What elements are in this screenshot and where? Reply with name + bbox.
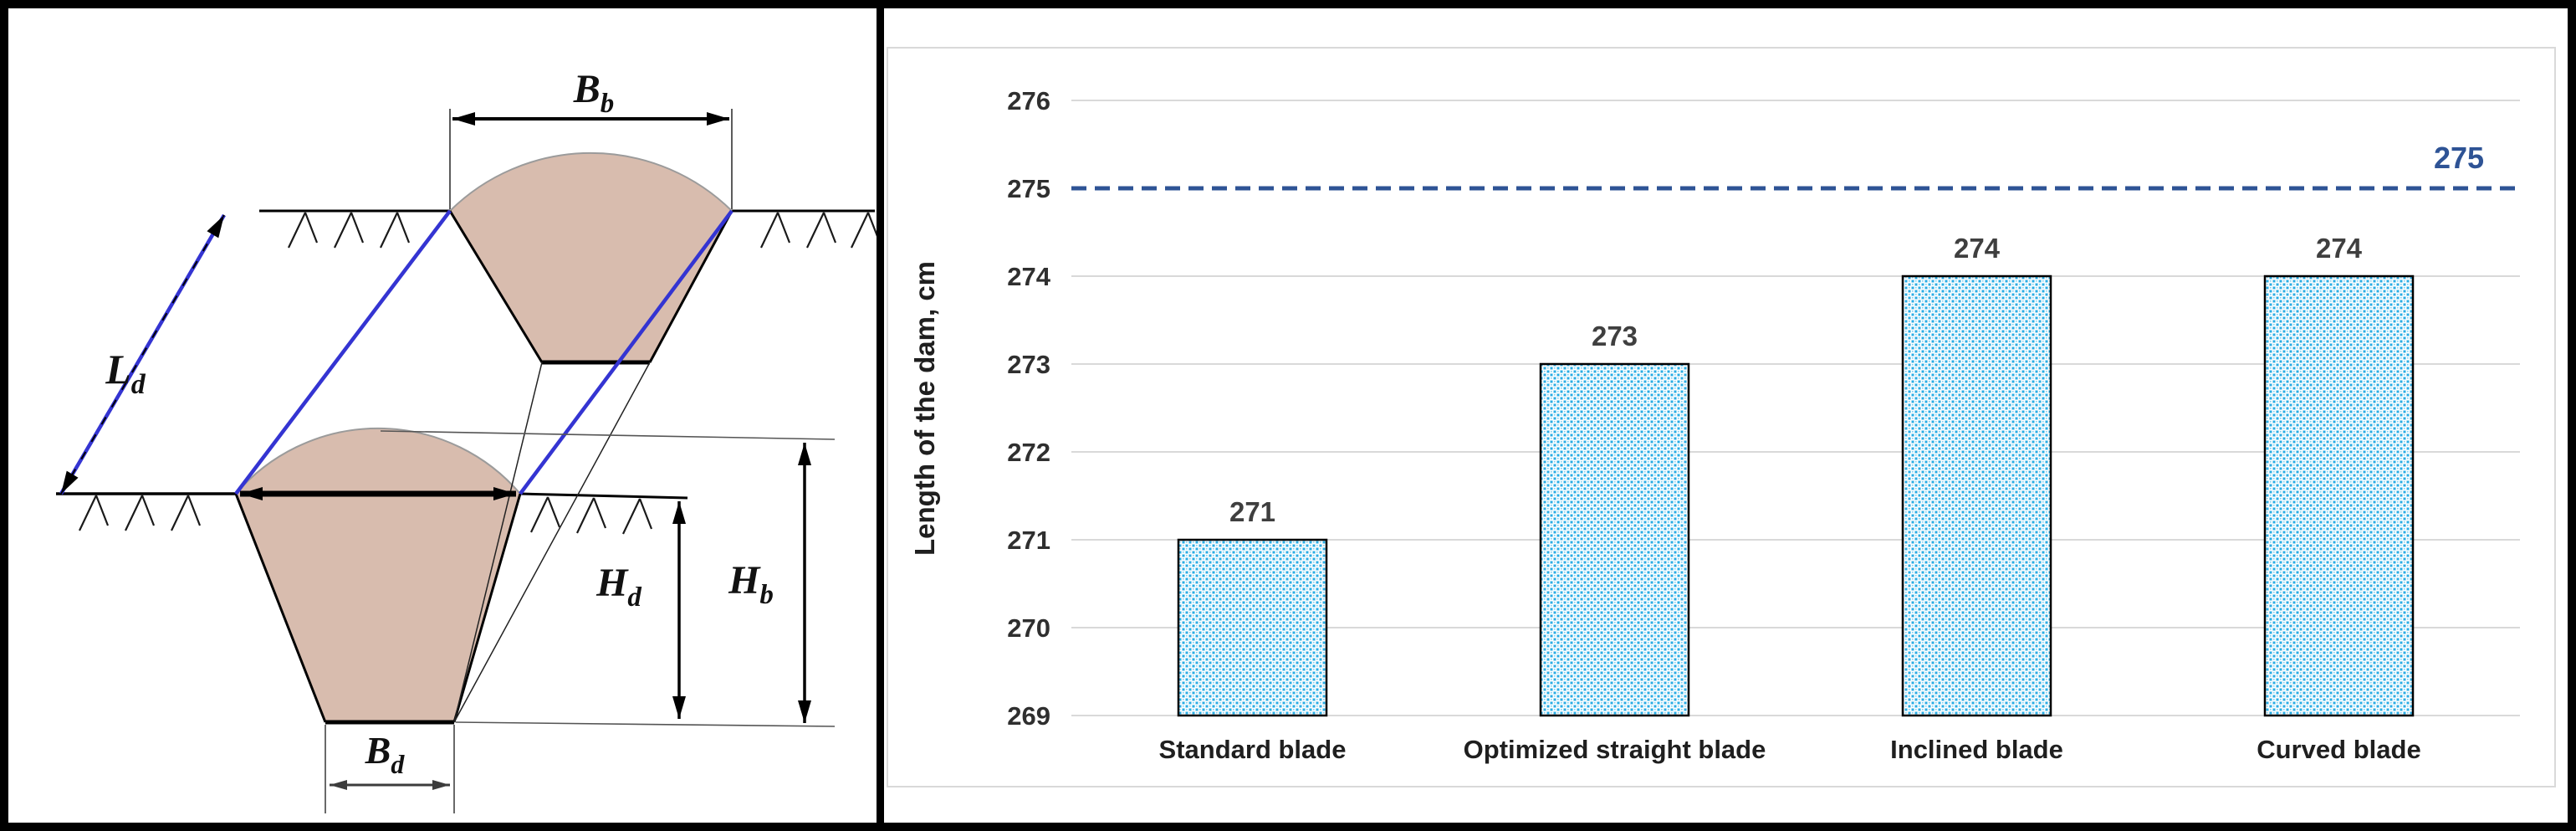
hd-label: Hd [595,561,641,613]
y-tick-label: 269 [1007,701,1050,731]
dam-cross-section-back [450,152,732,362]
bottom-reference-line [455,721,836,727]
crest-top-reference-line [380,430,836,440]
dam-crest-edge-right [519,209,733,495]
bd-label: Bd [365,729,406,779]
dam-cross-section-front [236,428,520,722]
dam-diagram-svg: Bb Ld Hd Hb Bd [56,67,877,813]
dam-sides-back [448,210,733,363]
dam-crest-arc-back [449,151,733,212]
soil-hatch-front-left [79,495,202,531]
chart-border [887,47,2556,787]
bar [2263,274,2415,717]
dam-crest-arc-front [235,427,521,495]
y-tick-label: 270 [1007,613,1050,643]
dam-length-dimension-dashes [60,214,225,495]
bar-chart-svg: 269 270 271 272 273 274 275 276 Length of the da… [887,47,2556,787]
category-label: Inclined blade [1890,735,2063,764]
dam-sides-front [234,493,522,723]
ground-line-front-right [519,492,688,500]
dam-diagram-panel: Bb Ld Hd Hb Bd [8,8,884,823]
category-label: Standard blade [1159,735,1347,764]
bar [1539,362,1690,717]
y-tick-label: 276 [1007,86,1050,115]
bd-extension-lines [325,725,455,813]
hb-label: Hb [728,558,774,610]
soil-hatch-back-right [760,212,877,249]
bar-value-label: 274 [2316,233,2363,264]
y-tick-label: 272 [1007,438,1050,467]
y-axis-title: Length of the dam, cm [909,261,940,556]
soil-hatch-back-left [288,212,411,249]
bb-label: Bb [573,67,615,119]
dam-bottom-edge-connectors [453,362,651,723]
bar-value-label: 273 [1592,321,1638,351]
y-tick-label: 274 [1007,262,1050,291]
soil-hatch-front-right [530,496,653,535]
category-label: Optimized straight blade [1464,735,1766,764]
bar [1177,538,1328,717]
bar-value-label: 271 [1229,496,1275,527]
y-tick-label: 273 [1007,350,1050,379]
category-label: Curved blade [2257,735,2420,764]
bb-extension-lines [449,109,733,209]
ld-label: Ld [105,346,146,400]
reference-line-label: 275 [2434,141,2484,175]
bar-value-label: 274 [1954,233,2001,264]
dam-crest-edge-left [234,209,452,495]
bar [1901,274,2052,717]
bar-chart-panel: 269 270 271 272 273 274 275 276 Length of the da… [884,8,2568,823]
y-tick-label: 275 [1007,174,1050,203]
y-tick-label: 271 [1007,526,1050,555]
